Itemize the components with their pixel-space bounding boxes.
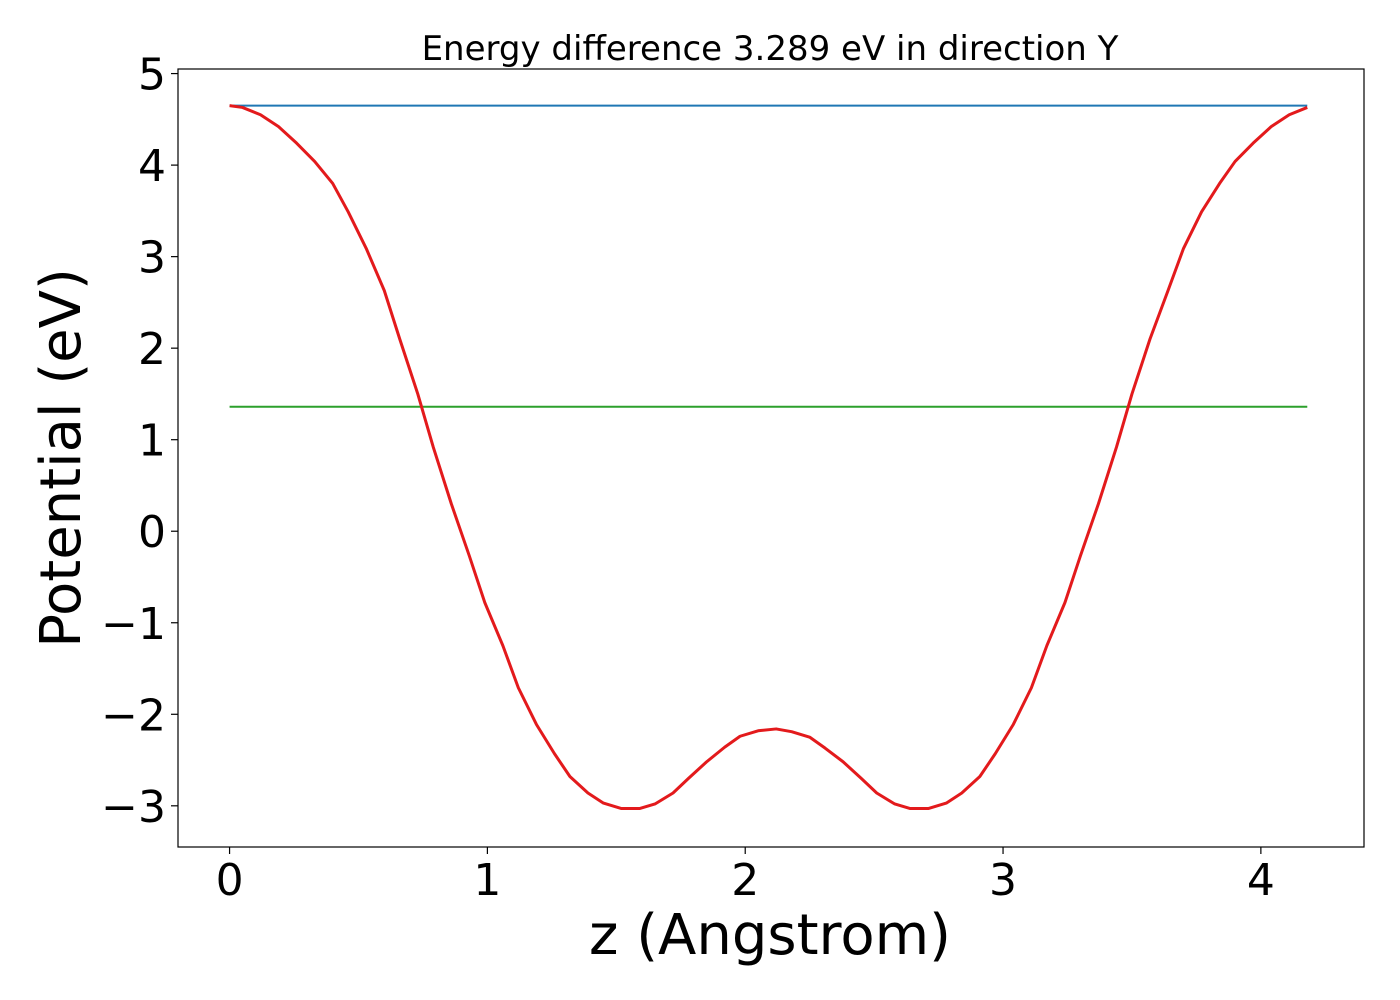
y-tick-label: 0: [138, 507, 166, 558]
x-tick-label: 0: [216, 855, 244, 906]
y-tick-label: 2: [138, 324, 166, 375]
x-axis: 0 1 2 3 4: [216, 847, 1275, 906]
x-tick-label: 3: [989, 855, 1017, 906]
x-tick-label: 1: [473, 855, 501, 906]
x-tick-label: 2: [731, 855, 759, 906]
y-tick-label: 3: [138, 233, 166, 284]
y-axis: −3 −2 −1 0 1 2 3 4 5: [101, 50, 178, 833]
plot-area: [177, 68, 1365, 848]
y-tick-label: 4: [138, 141, 166, 192]
series-line-3: [229, 104, 1308, 811]
axes-frame: [177, 68, 1365, 848]
y-tick-label: 5: [138, 50, 166, 101]
y-axis-label: Potential (eV): [29, 268, 94, 648]
y-tick-label: 1: [138, 416, 166, 467]
y-tick-label: −2: [101, 690, 166, 741]
x-tick-label: 4: [1247, 855, 1275, 906]
x-axis-label: z (Angstrom): [589, 903, 951, 968]
chart-title: Energy difference 3.289 eV in direction …: [422, 29, 1119, 69]
y-tick-label: −3: [101, 782, 166, 833]
y-tick-label: −1: [101, 599, 166, 650]
